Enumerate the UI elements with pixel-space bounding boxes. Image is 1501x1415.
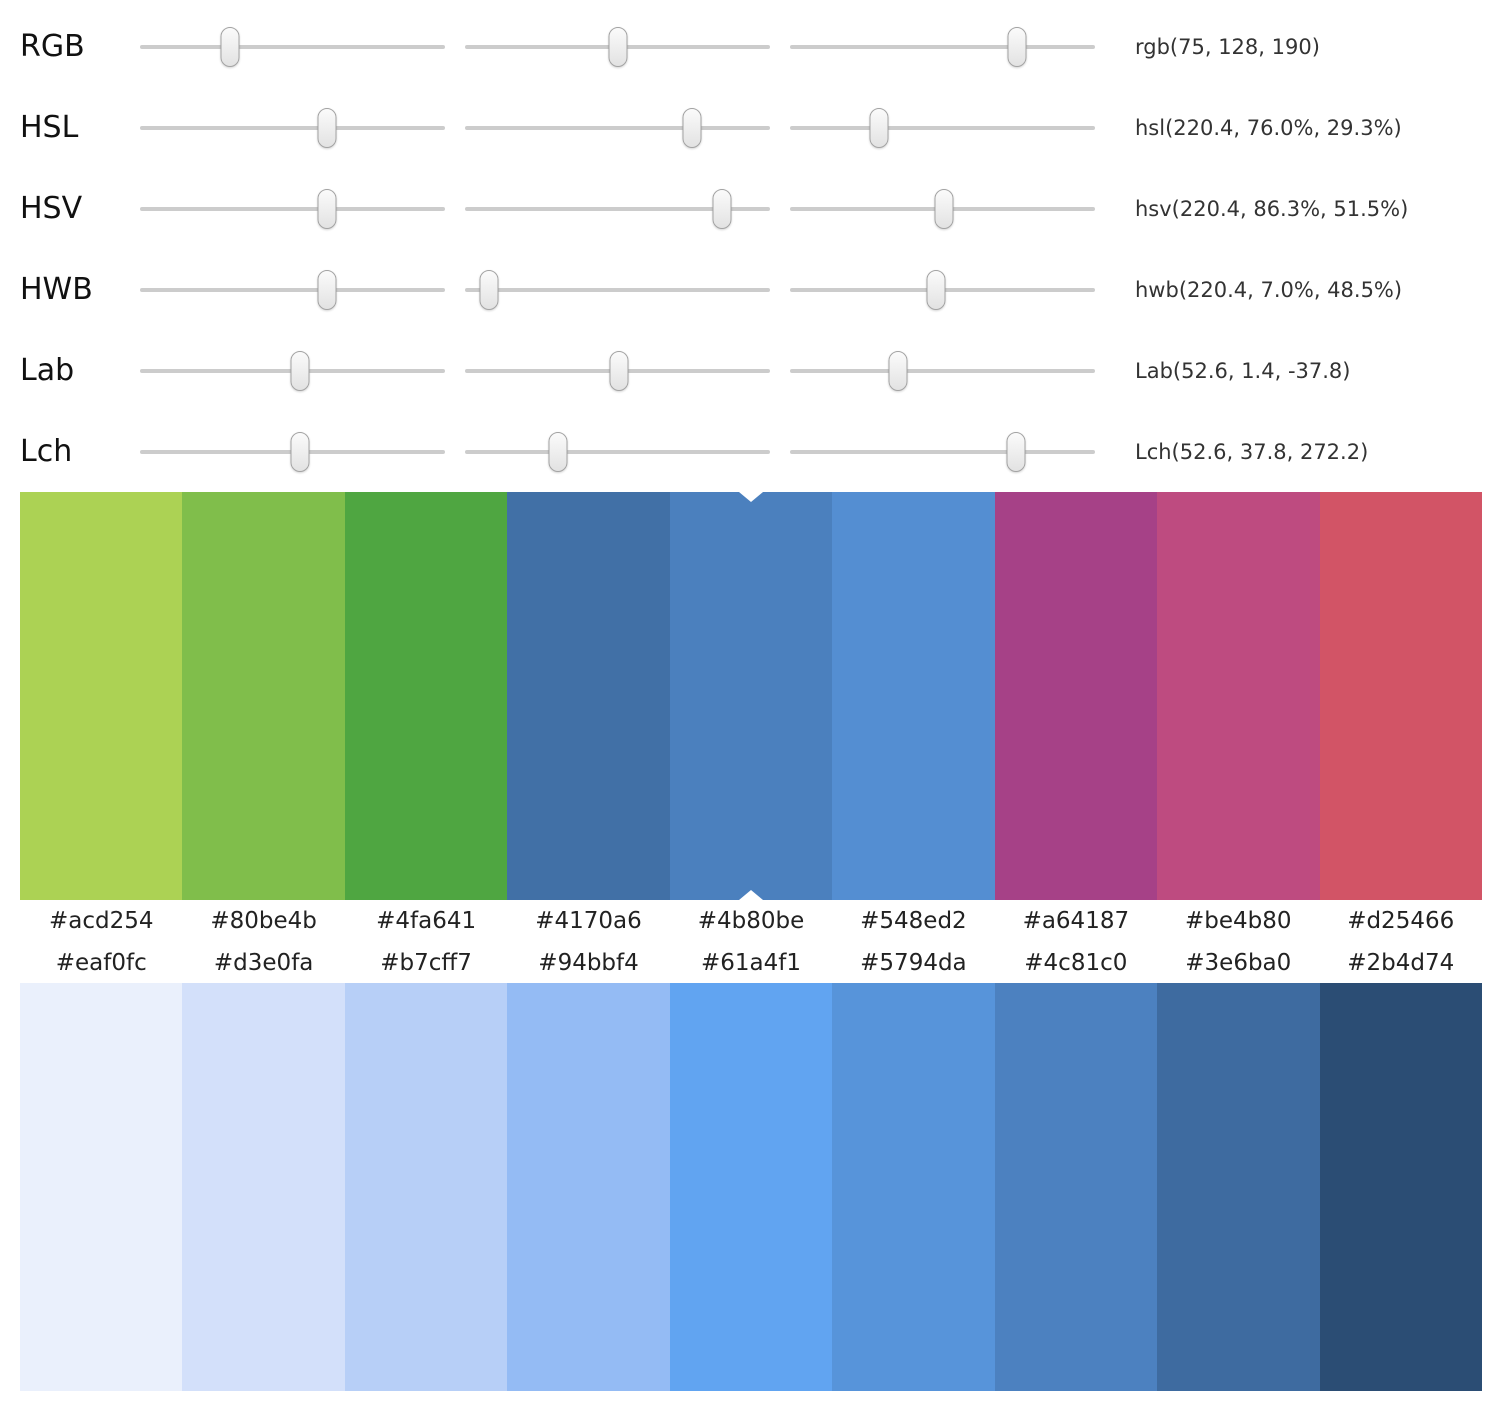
palette-bottom-hex-row: #eaf0fc #d3e0fa #b7cff7 #94bbf4 #61a4f1 … [20,942,1482,983]
palette-swatch[interactable] [20,983,183,1391]
palette-swatch[interactable] [507,492,670,900]
slider-thumb-2[interactable] [548,431,568,472]
palette-swatch[interactable] [832,492,995,900]
hex-label: #acd254 [48,908,154,934]
slider-row: HSV hsv(220.4, 86.3%, 51.5%) [20,168,1481,249]
slider-track-3[interactable] [790,348,1095,394]
slider-thumb-3[interactable] [1006,431,1026,472]
hex-label: #4fa641 [376,908,477,934]
color-value-readout: Lab(52.6, 1.4, -37.8) [1135,358,1351,383]
palette-top-hex-row: #acd254 #80be4b #4fa641 #4170a6 #4b80be … [20,900,1482,942]
slider-thumb-1[interactable] [317,188,337,229]
slider-track-2[interactable] [465,429,770,475]
slider-track-1[interactable] [140,186,445,232]
colorspace-label: HSL [20,110,79,145]
color-value-readout: Lch(52.6, 37.8, 272.2) [1135,439,1369,464]
slider-thumb-3[interactable] [934,188,954,229]
palette-top [20,492,1482,900]
palette-swatch[interactable] [994,492,1158,900]
slider-track-3[interactable] [790,105,1095,151]
palette-swatch[interactable] [1157,492,1320,900]
slider-row: HSL hsl(220.4, 76.0%, 29.3%) [20,87,1481,168]
colorspace-label: RGB [20,29,85,64]
slider-track-2[interactable] [465,267,770,313]
slider-track-3[interactable] [790,186,1095,232]
slider-track-2[interactable] [465,348,770,394]
palette-swatch[interactable] [182,983,345,1391]
palette-swatch[interactable] [669,492,833,900]
color-value-readout: hsv(220.4, 86.3%, 51.5%) [1135,196,1409,221]
palette-swatch[interactable] [1319,492,1482,900]
hex-label: #2b4d74 [1347,949,1455,976]
colorspace-label: Lab [20,353,75,388]
palette-swatch[interactable] [344,492,508,900]
color-value-readout: rgb(75, 128, 190) [1135,34,1320,59]
slider-row: Lch Lch(52.6, 37.8, 272.2) [20,411,1481,492]
palette-swatch[interactable] [182,492,345,900]
hex-label: #94bbf4 [538,949,639,976]
palette-bottom [20,983,1482,1391]
hex-label: #5794da [860,949,967,976]
slider-thumb-1[interactable] [220,26,240,67]
slider-thumb-3[interactable] [888,350,908,391]
slider-track-1[interactable] [140,24,445,70]
colorspace-label: HWB [20,272,93,307]
color-value-readout: hwb(220.4, 7.0%, 48.5%) [1135,277,1403,302]
color-value-readout: hsl(220.4, 76.0%, 29.3%) [1135,115,1402,140]
slider-thumb-2[interactable] [608,26,628,67]
slider-thumb-2[interactable] [682,107,702,148]
hex-label: #eaf0fc [55,949,147,976]
slider-track-2[interactable] [465,24,770,70]
hex-label: #d3e0fa [213,949,314,976]
hex-label: #d25466 [1347,908,1455,934]
colorspace-label: Lch [20,434,73,469]
colorspace-label: HSV [20,191,83,226]
slider-thumb-3[interactable] [1007,26,1027,67]
slider-thumb-1[interactable] [317,269,337,310]
slider-row: RGB rgb(75, 128, 190) [20,6,1481,87]
hex-label: #4b80be [697,908,805,934]
slider-thumb-1[interactable] [290,350,310,391]
slider-thumb-2[interactable] [609,350,629,391]
slider-thumb-1[interactable] [317,107,337,148]
palette-swatch[interactable] [669,983,833,1391]
slider-thumb-1[interactable] [290,431,310,472]
palette-swatch[interactable] [20,492,183,900]
slider-thumb-2[interactable] [479,269,499,310]
slider-thumb-3[interactable] [926,269,946,310]
slider-track-1[interactable] [140,105,445,151]
hex-label: #4170a6 [535,908,642,934]
slider-track-2[interactable] [465,186,770,232]
slider-track-2[interactable] [465,105,770,151]
slider-track-3[interactable] [790,429,1095,475]
slider-track-1[interactable] [140,267,445,313]
slider-thumb-3[interactable] [869,107,889,148]
color-sliders-panel: RGB rgb(75, 128, 190) HSL hsl(2 [0,0,1501,492]
slider-track-1[interactable] [140,348,445,394]
palette-swatch[interactable] [832,983,995,1391]
hex-label: #548ed2 [860,908,967,934]
palette-swatch[interactable] [994,983,1158,1391]
hex-label: #61a4f1 [700,949,801,976]
hex-label: #be4b80 [1185,908,1292,934]
palette-swatch[interactable] [507,983,670,1391]
hex-label: #80be4b [210,908,317,934]
hex-label: #4c81c0 [1024,949,1128,976]
slider-row: Lab Lab(52.6, 1.4, -37.8) [20,330,1481,411]
palette-swatch[interactable] [344,983,508,1391]
hex-label: #3e6ba0 [1185,949,1292,976]
hex-label: #a64187 [1022,908,1130,934]
palette-swatch[interactable] [1157,983,1320,1391]
slider-thumb-2[interactable] [712,188,732,229]
slider-track-1[interactable] [140,429,445,475]
hex-label: #b7cff7 [380,949,472,976]
slider-track-3[interactable] [790,267,1095,313]
slider-row: HWB hwb(220.4, 7.0%, 48.5%) [20,249,1481,330]
palette-swatch[interactable] [1319,983,1482,1391]
slider-track-3[interactable] [790,24,1095,70]
